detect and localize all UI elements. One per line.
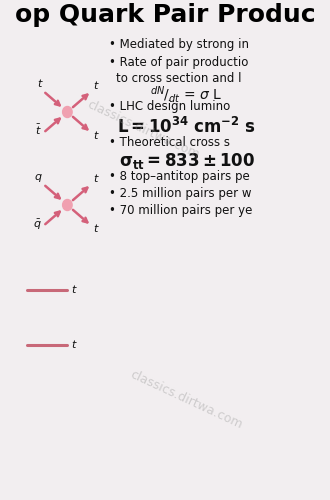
Text: $^{dN}/_{dt}$ = $\sigma$ L: $^{dN}/_{dt}$ = $\sigma$ L bbox=[150, 85, 223, 105]
Text: t: t bbox=[71, 340, 75, 350]
Text: t: t bbox=[93, 224, 98, 234]
Text: to cross section and l: to cross section and l bbox=[116, 72, 241, 85]
Text: • 70 million pairs per ye: • 70 million pairs per ye bbox=[109, 204, 252, 217]
Text: t: t bbox=[71, 285, 75, 295]
Circle shape bbox=[63, 106, 72, 118]
Text: t: t bbox=[93, 81, 98, 91]
Text: $\bar{t}$: $\bar{t}$ bbox=[35, 123, 42, 137]
Text: classics.dirtwa.com: classics.dirtwa.com bbox=[128, 368, 245, 432]
Text: $\mathbf{L = 10^{34}\ cm^{-2}\ s}$: $\mathbf{L = 10^{34}\ cm^{-2}\ s}$ bbox=[117, 117, 256, 137]
Text: • 8 top–antitop pairs pe: • 8 top–antitop pairs pe bbox=[109, 170, 249, 183]
Circle shape bbox=[63, 200, 72, 210]
Text: t: t bbox=[93, 174, 98, 184]
Text: • Rate of pair productio: • Rate of pair productio bbox=[109, 56, 248, 69]
Text: $\mathbf{\sigma_{tt} = 833 \pm 100}$: $\mathbf{\sigma_{tt} = 833 \pm 100}$ bbox=[118, 151, 255, 171]
Text: • 2.5 million pairs per w: • 2.5 million pairs per w bbox=[109, 187, 251, 200]
Text: q: q bbox=[34, 172, 42, 182]
Text: • Mediated by strong in: • Mediated by strong in bbox=[109, 38, 249, 51]
Text: op Quark Pair Produc: op Quark Pair Produc bbox=[15, 3, 315, 27]
Text: $\bar{q}$: $\bar{q}$ bbox=[33, 218, 42, 232]
Text: t: t bbox=[37, 79, 42, 89]
Text: t: t bbox=[93, 131, 98, 141]
Text: • LHC design lumino: • LHC design lumino bbox=[109, 100, 230, 113]
Text: • Theoretical cross s: • Theoretical cross s bbox=[109, 136, 230, 149]
Text: classics.dirtwa.com: classics.dirtwa.com bbox=[85, 98, 202, 162]
